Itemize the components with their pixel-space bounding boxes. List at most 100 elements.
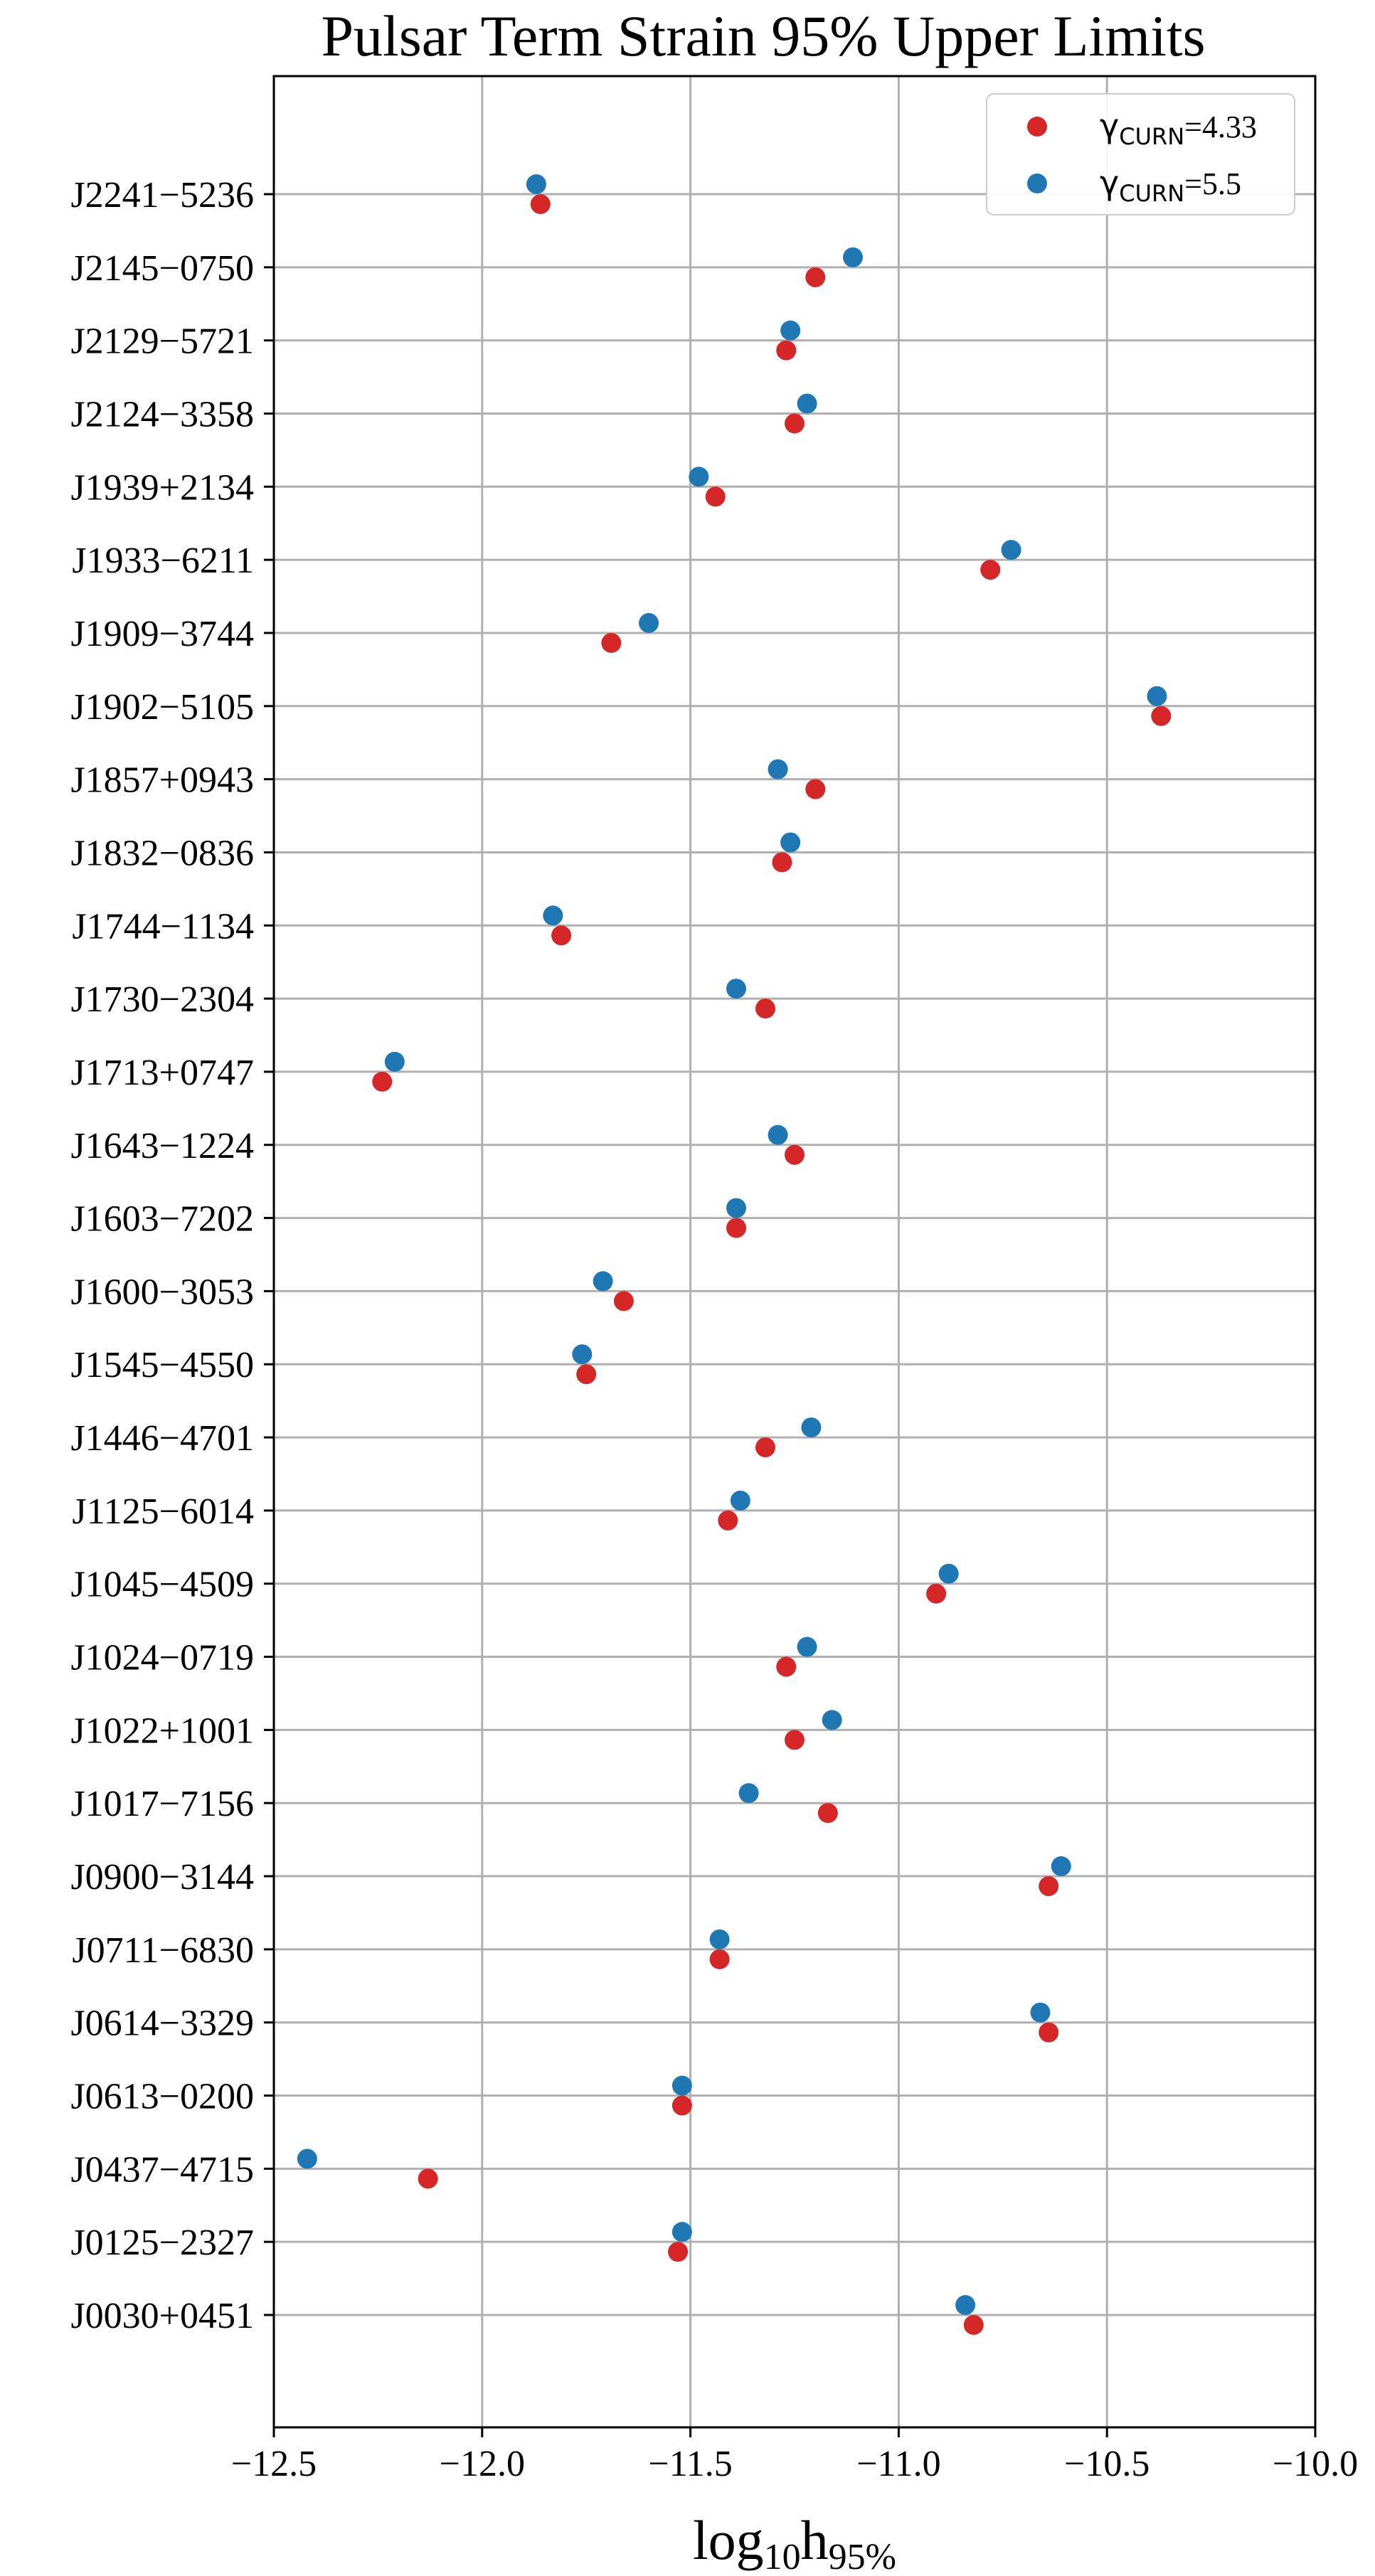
legend-label-0: γCURN=4.33 [1100,107,1257,150]
series-1-point [543,905,563,926]
x-axis-label-sub2: 95% [829,2537,896,2576]
series-0-point [785,1144,805,1165]
x-axis-label-base: log [693,2509,764,2571]
legend-marker-0 [1027,117,1047,137]
series-0-point [1039,2022,1059,2043]
data-points [297,174,1172,2335]
series-0-point [671,2095,692,2116]
y-tick-label: J0437−4715 [70,2149,254,2190]
y-tick-label: J1446−4701 [70,1418,254,1459]
x-tick-label: −12.5 [231,2444,317,2484]
y-tick-label: J1022+1001 [70,1710,254,1751]
x-axis-label-mid: h [801,2509,829,2571]
x-tick-label: −10.0 [1273,2444,1358,2484]
series-1-point [738,1783,759,1804]
series-1-point [526,174,546,194]
y-tick-label: J1125−6014 [72,1491,254,1532]
y-tick-label: J0125−2327 [70,2223,254,2263]
plot-frame [272,75,1317,2429]
series-0-point [776,1656,797,1677]
series-0-point [785,413,805,434]
series-1-point [780,832,801,853]
y-tick-label: J1603−7202 [70,1199,254,1240]
series-1-point [572,1344,593,1365]
y-tick-label: J1024−0719 [70,1638,254,1678]
y-tick-label: J0613−0200 [70,2077,254,2117]
y-tick-label: J1730−2304 [70,979,254,1020]
y-tick-label: J1909−3744 [70,614,254,654]
series-0-point [551,925,572,946]
series-0-point [776,340,797,361]
series-1-point [726,979,747,999]
series-0-point [718,1510,738,1531]
x-tick-label: −11.0 [856,2444,940,2484]
series-0-point [372,1071,393,1092]
series-1-point [671,2222,692,2242]
legend-label-1: γCURN=5.5 [1100,164,1241,207]
y-tick-label: J0900−3144 [70,1857,254,1898]
y-tick-label: J2241−5236 [70,175,254,215]
series-1-point [822,1710,842,1730]
series-0-point [726,1218,747,1238]
x-axis-label-sub1: 10 [764,2537,801,2576]
y-gridlines [274,193,1315,2316]
legend-label-symbol: γ [1100,107,1119,145]
series-1-point [797,1636,817,1657]
series-1-point [768,759,788,779]
series-1-point [297,2149,317,2169]
series-1-point [938,1563,959,1584]
series-0-point [1151,706,1172,726]
series-0-point [755,1437,776,1458]
legend-label-value: =4.33 [1184,110,1257,144]
y-tick-label: J0614−3329 [70,2003,254,2044]
y-tick-label: J1832−0836 [70,833,254,873]
series-0-point [601,632,622,653]
series-1-point [1001,540,1021,560]
y-tick-label: J1857+0943 [70,760,254,801]
y-tick-label: J1939+2134 [70,467,254,508]
series-0-point [755,999,776,1019]
series-0-point [705,486,726,507]
series-0-point [963,2315,984,2335]
x-tick-label: −10.5 [1064,2444,1150,2484]
legend-box [986,93,1295,215]
legend-label-subscript: CURN [1119,123,1184,150]
series-1-point [1051,1856,1071,1877]
series-1-point [384,1051,405,1072]
y-tick-label: J2145−0750 [70,248,254,289]
y-tick-label: J1744−1134 [72,906,254,947]
series-0-point [785,1730,805,1750]
legend-label-symbol: γ [1100,164,1119,202]
series-1-point [955,2295,976,2315]
series-0-point [805,267,826,287]
y-tick-label: J1902−5105 [70,687,254,728]
y-axis-ticks: J2241−5236 J2145−0750 J2129−5721 J2124−3358… [70,175,274,2336]
series-0-point [668,2242,689,2262]
y-tick-label: J2129−5721 [70,321,254,362]
x-tick-label: −12.0 [440,2444,525,2484]
y-tick-label: J1933−6211 [72,541,254,581]
y-tick-label: J1017−7156 [70,1784,254,1824]
x-axis-ticks: −12.5 −12.0 −11.5 −11.0 −10.5 −10.0 [231,2427,1358,2484]
series-1-point [780,320,801,341]
series-1-point [1147,686,1167,706]
y-tick-label: J0711−6830 [72,1930,254,1971]
y-tick-label: J2124−3358 [70,394,254,435]
series-0-point [576,1364,597,1385]
series-0-point [709,1949,730,1969]
series-0-point [926,1583,947,1604]
y-tick-label: J1643−1224 [70,1126,254,1166]
y-tick-label: J0030+0451 [70,2296,254,2336]
series-0-point [772,852,792,873]
series-1-point [709,1929,730,1949]
y-tick-label: J1600−3053 [70,1272,254,1312]
series-1-point [768,1124,788,1145]
series-1-point [1030,2002,1051,2023]
y-tick-label: J1713+0747 [70,1053,254,1093]
x-tick-label: −11.5 [648,2444,732,2484]
series-1-point [801,1417,822,1438]
legend-label-subscript: CURN [1119,180,1184,207]
chart-title: Pulsar Term Strain 95% Upper Limits [321,4,1205,68]
series-0-point [980,560,1001,580]
